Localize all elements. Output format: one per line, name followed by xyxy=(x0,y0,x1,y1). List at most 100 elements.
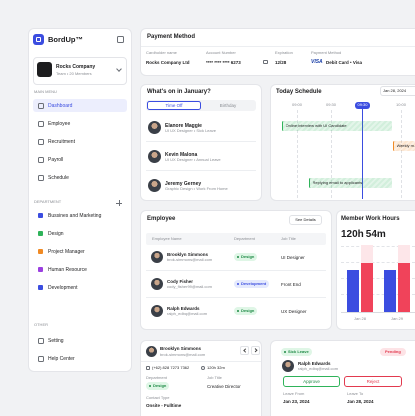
avatar xyxy=(148,179,161,192)
menu-item[interactable] xyxy=(33,99,127,112)
copy-icon[interactable] xyxy=(263,59,268,64)
pill-dot xyxy=(237,283,240,286)
event[interactable] xyxy=(309,178,392,188)
x-tick-label: Jan 28 xyxy=(353,316,366,321)
person-detail: UI UX Designer • Annual Leave xyxy=(165,157,221,162)
grid-line xyxy=(341,278,415,279)
grid-line xyxy=(341,246,415,247)
field-value: 12/28 xyxy=(275,59,287,65)
divider xyxy=(141,46,415,47)
event[interactable] xyxy=(282,121,392,131)
leave-email: ralph_edbq@mail.com xyxy=(298,366,339,371)
event-label[interactable]: Online interview with UI Candidate xyxy=(285,123,347,128)
nav-button[interactable] xyxy=(240,346,249,355)
person-name: Kevin Malona xyxy=(165,151,198,158)
event-label[interactable]: Weekly m... xyxy=(396,143,415,148)
department-pill: Design xyxy=(146,382,170,390)
card-title: Payment Method xyxy=(147,34,196,40)
menu-label[interactable]: Help Center xyxy=(48,355,75,362)
time-grid-line xyxy=(331,110,332,198)
department-pill: Design xyxy=(234,307,258,315)
bar xyxy=(347,270,359,312)
time-label: 09:30 xyxy=(326,102,337,107)
job-title: UX Designer xyxy=(281,308,307,314)
button[interactable] xyxy=(289,215,322,225)
bar xyxy=(398,263,410,312)
divider xyxy=(146,297,326,298)
field-value: Rocks Company Ltd xyxy=(146,59,190,65)
date-picker[interactable] xyxy=(380,86,415,96)
leave-name: Ralph Edwards xyxy=(298,361,331,366)
section-label: MAIN MENU xyxy=(34,89,57,94)
add-icon[interactable] xyxy=(118,200,120,206)
company-meta: Team • 20 Members xyxy=(56,71,92,76)
department-label[interactable]: Bussines and Marketing xyxy=(48,212,102,219)
field-value: **** **** **** 6273 xyxy=(206,59,241,65)
menu-label[interactable]: Recruitment xyxy=(48,138,75,145)
employee-name: Ralph Edwards xyxy=(167,306,200,311)
total-minutes: 54m xyxy=(365,229,386,240)
time-label: 09:00 xyxy=(292,102,303,107)
menu-label[interactable]: Dashboard xyxy=(48,102,73,109)
now-pill xyxy=(355,102,370,109)
icon xyxy=(38,174,44,181)
avatar xyxy=(148,150,161,163)
department-label[interactable]: Development xyxy=(48,284,78,291)
now-label: 09:30 xyxy=(357,102,368,108)
job-title: UI Designer xyxy=(281,254,305,260)
field-value: Creative Director xyxy=(207,383,241,389)
company-box[interactable] xyxy=(33,57,127,85)
icon xyxy=(38,102,44,109)
time-grid-line xyxy=(401,110,402,198)
pill-dot xyxy=(237,256,240,259)
card-title: Employee xyxy=(147,216,176,222)
bar xyxy=(384,270,396,312)
department-label[interactable]: Human Resource xyxy=(48,266,87,273)
divider xyxy=(146,141,256,142)
icon xyxy=(38,156,44,163)
leave-status: Pending xyxy=(380,348,406,356)
field-label: Job Title xyxy=(207,375,222,380)
card-title: Today Schedule xyxy=(276,89,322,95)
avatar xyxy=(282,360,294,372)
department-label[interactable]: Design xyxy=(48,230,64,237)
approve-button[interactable] xyxy=(283,376,340,387)
date-label[interactable]: Jan 28, 2024 xyxy=(383,87,407,93)
grid-line xyxy=(341,294,415,295)
grid-line xyxy=(341,262,415,263)
field-value: Jan 28, 2024 xyxy=(347,399,374,404)
company-logo xyxy=(37,62,52,77)
logo-icon xyxy=(33,34,44,45)
event[interactable] xyxy=(393,141,415,151)
approve-label[interactable]: Approve xyxy=(303,379,320,384)
tab-label[interactable]: Birthday xyxy=(219,103,237,108)
table-header xyxy=(146,233,326,245)
reject-label[interactable]: Reject xyxy=(366,379,380,384)
menu-label[interactable]: Employee xyxy=(48,120,71,127)
employee-name: Brooklyn Simmons xyxy=(167,252,209,257)
profile-phone: (+62) 828 7273 7362 xyxy=(152,364,190,370)
icon xyxy=(38,337,44,344)
person-name: Jeremy Gerney xyxy=(165,180,202,187)
now-line xyxy=(362,109,363,199)
event-label[interactable]: Replying email to applicants xyxy=(312,180,363,185)
department-label[interactable]: Project Manager xyxy=(48,248,85,255)
tab[interactable] xyxy=(147,101,201,110)
field-label: Account Number xyxy=(206,50,236,55)
menu-label[interactable]: Payroll xyxy=(48,156,64,163)
card-title: What's on in January? xyxy=(147,89,211,95)
column-label: Department xyxy=(234,235,255,241)
button-label[interactable]: See Details xyxy=(295,216,316,222)
tab-label[interactable]: Time Off xyxy=(165,103,183,108)
job-title: Front End xyxy=(281,281,301,287)
reject-button[interactable] xyxy=(344,376,402,387)
person-detail: UI UX Designer • Sick Leave xyxy=(165,128,216,133)
nav-button[interactable] xyxy=(251,346,260,355)
menu-label[interactable]: Schedule xyxy=(48,174,69,181)
department-swatch xyxy=(38,249,43,254)
profile-email: brok-simmons@mail.com xyxy=(160,351,206,357)
collapse-icon[interactable] xyxy=(117,36,124,43)
time-label: 10:00 xyxy=(396,102,407,107)
menu-label[interactable]: Setting xyxy=(48,337,64,344)
